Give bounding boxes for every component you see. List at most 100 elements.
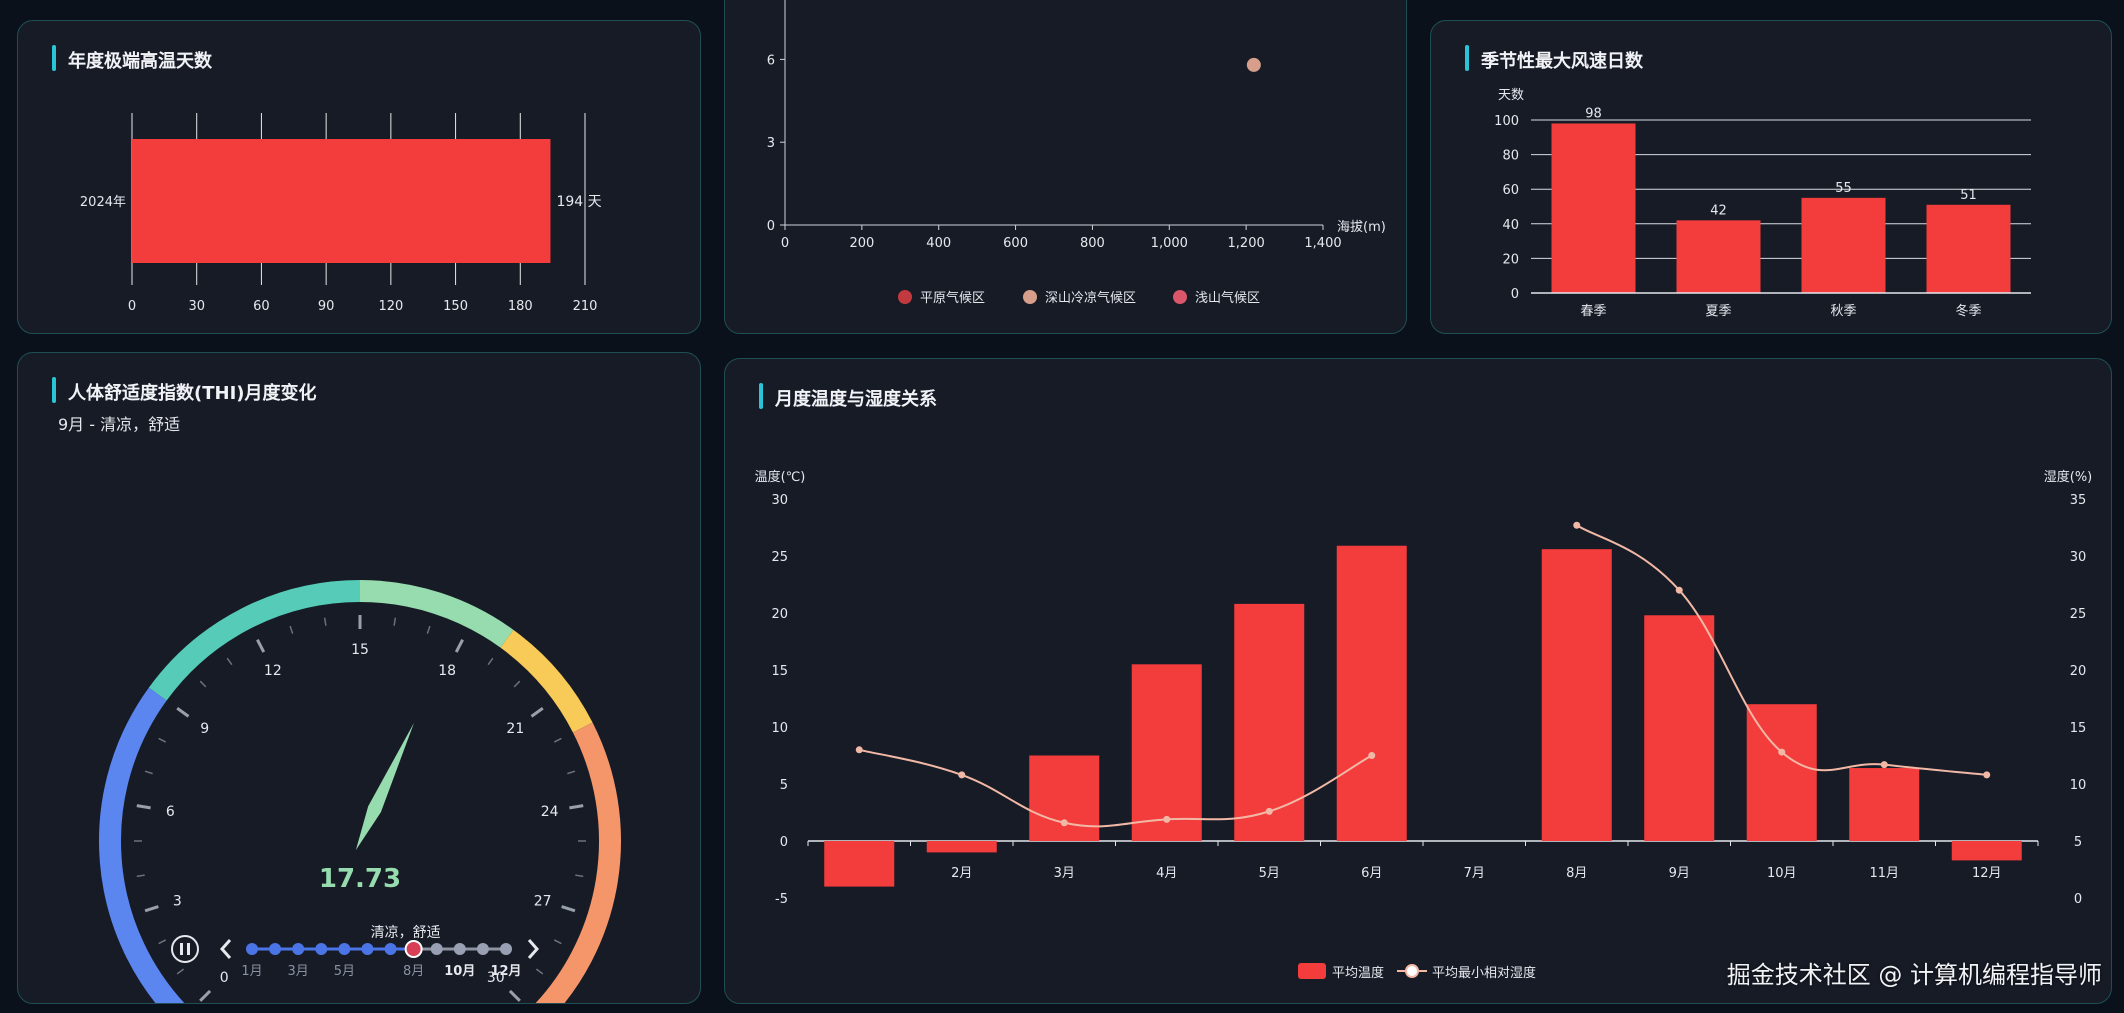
x-tick-label: 5月 <box>1259 866 1280 881</box>
timeline-dot <box>292 943 305 955</box>
y-tick-label: 0 <box>767 219 775 234</box>
gauge-band <box>99 687 185 1003</box>
gauge-minor-tick <box>567 770 576 775</box>
temperature-bar <box>1234 603 1305 841</box>
humidity-point <box>1265 807 1273 815</box>
timeline-month-label: 8月 <box>403 964 424 979</box>
x-tick-label: 冬季 <box>1955 303 1981 319</box>
temp-humidity-chart: -505101520253005101520253035温度(℃)湿度(%)1月… <box>755 469 2093 981</box>
gauge-tick-label: 27 <box>534 893 552 909</box>
gauge-minor-tick <box>575 874 584 878</box>
gauge-needle <box>355 722 415 851</box>
extreme-heat-panel: 年度极端高温天数 0 30 60 90 120 150 180 210 2024年 194 天 <box>17 20 701 334</box>
y-left-tick-label: 25 <box>771 550 788 565</box>
gauge-band <box>148 580 361 701</box>
timeline-month-label: 10月 <box>444 964 475 979</box>
gauge-minor-tick <box>176 968 185 975</box>
gauge-major-tick <box>569 804 584 810</box>
gauge-minor-tick <box>393 617 397 626</box>
x-tick-label: 180 <box>508 299 533 314</box>
gauge-minor-tick <box>323 617 327 626</box>
gauge-major-tick <box>561 905 576 913</box>
timeline-month-label: 3月 <box>288 964 309 979</box>
y-tick-label: 0 <box>1511 287 1519 302</box>
gauge-minor-tick <box>158 939 167 945</box>
extreme-heat-chart: 0 30 60 90 120 150 180 210 2024年 194 天 <box>80 113 602 314</box>
x-tick-label: 120 <box>378 299 403 314</box>
timeline-dot <box>269 943 282 955</box>
x-tick-label: 1,000 <box>1151 236 1188 251</box>
temperature-bar <box>1746 704 1817 841</box>
legend-label: 平原气候区 <box>920 290 985 306</box>
pause-bar <box>180 943 183 955</box>
x-tick-label: 0 <box>128 299 136 314</box>
x-tick-label: 12月 <box>1972 866 2002 881</box>
thi-gauge-chart: 0 3 6 9 12 15 18 21 24 27 30 17.73 清凉，舒适 1月 3月 5月 8月 10月 1… <box>99 580 621 1003</box>
y-right-tick-label: 5 <box>2074 835 2082 850</box>
x-tick-label: 60 <box>253 299 270 314</box>
y-right-tick-label: 25 <box>2070 607 2087 622</box>
scatter-panel: 0 3 6 0 200 400 600 800 1,000 1,200 1,400 海拔(m) 平原气候… <box>724 0 1407 334</box>
legend-line-dot <box>1405 964 1419 978</box>
gauge-major-tick <box>508 989 521 1002</box>
gauge-major-tick <box>176 706 190 718</box>
legend-bar-label: 平均温度 <box>1332 965 1384 981</box>
x-tick-label: 600 <box>1003 236 1028 251</box>
timeline-dot <box>315 943 328 955</box>
bar-value-label: 51 <box>1960 188 1977 203</box>
timeline-current-dot <box>404 940 423 958</box>
timeline-dot <box>361 943 374 955</box>
bar-value-label: 98 <box>1585 106 1602 121</box>
x-tick-label: 200 <box>849 236 874 251</box>
y-tick-label: 60 <box>1502 183 1519 198</box>
thi-panel: 人体舒适度指数(THI)月度变化 9月 - 清凉，舒适 0 3 6 9 12 15 18 21… <box>17 352 701 1004</box>
y-tick-label: 20 <box>1502 252 1519 267</box>
gauge-minor-tick <box>199 680 207 688</box>
wind-bar <box>1926 204 2011 293</box>
timeline-dot <box>246 943 258 955</box>
temperature-bar <box>1541 549 1612 841</box>
y-right-tick-label: 15 <box>2070 721 2087 736</box>
timeline-dot <box>430 943 443 955</box>
x-tick-label: 6月 <box>1361 866 1382 881</box>
gauge-minor-tick <box>487 657 494 666</box>
humidity-point <box>1675 586 1683 594</box>
x-tick-label: 春季 <box>1580 304 1606 319</box>
y-right-tick-label: 20 <box>2070 664 2087 679</box>
gauge-minor-tick <box>535 968 544 975</box>
x-tick-label: 4月 <box>1156 866 1177 881</box>
gauge-major-tick <box>144 905 159 913</box>
gauge-minor-tick <box>553 939 562 945</box>
timeline-month-label: 5月 <box>334 964 355 979</box>
humidity-line <box>859 748 1373 828</box>
humidity-line <box>1576 524 1987 776</box>
y-tick-label: 80 <box>1502 149 1519 164</box>
y-right-tick-label: 35 <box>2070 493 2087 508</box>
x-tick-label: 11月 <box>1869 866 1899 881</box>
bar-2024 <box>132 139 551 263</box>
temp-humidity-title: 月度温度与湿度关系 <box>759 383 937 411</box>
legend-label: 深山冷凉气候区 <box>1045 290 1136 306</box>
timeline-month-label: 1月 <box>241 964 262 979</box>
gauge-minor-tick <box>158 737 167 743</box>
y-category-label: 2024年 <box>80 195 126 210</box>
gauge-minor-tick <box>144 770 153 775</box>
temperature-bar <box>1131 664 1202 841</box>
x-tick-label: 30 <box>188 299 205 314</box>
gauge-tick-label: 6 <box>166 804 175 820</box>
timeline-dot <box>500 943 512 955</box>
y-tick-label: 3 <box>767 136 775 151</box>
temperature-bar <box>824 841 895 887</box>
temperature-bar <box>1029 755 1100 841</box>
gauge-minor-tick <box>289 625 294 634</box>
y-tick-label: 100 <box>1494 114 1519 129</box>
gauge-band <box>535 722 621 1003</box>
humidity-point <box>1880 761 1888 769</box>
temp-humidity-panel: 月度温度与湿度关系 -5 0 5 10 15 20 25 30 0 5 10 15 20 25 30 35 温度… <box>724 358 2112 1004</box>
x-tick-label: 7月 <box>1464 866 1485 881</box>
gauge-tick-label: 12 <box>264 663 282 679</box>
y-axis-label: 天数 <box>1498 88 1524 103</box>
x-tick-label: 9月 <box>1669 866 1690 881</box>
humidity-point <box>1573 521 1581 529</box>
wind-bar <box>1551 123 1636 294</box>
